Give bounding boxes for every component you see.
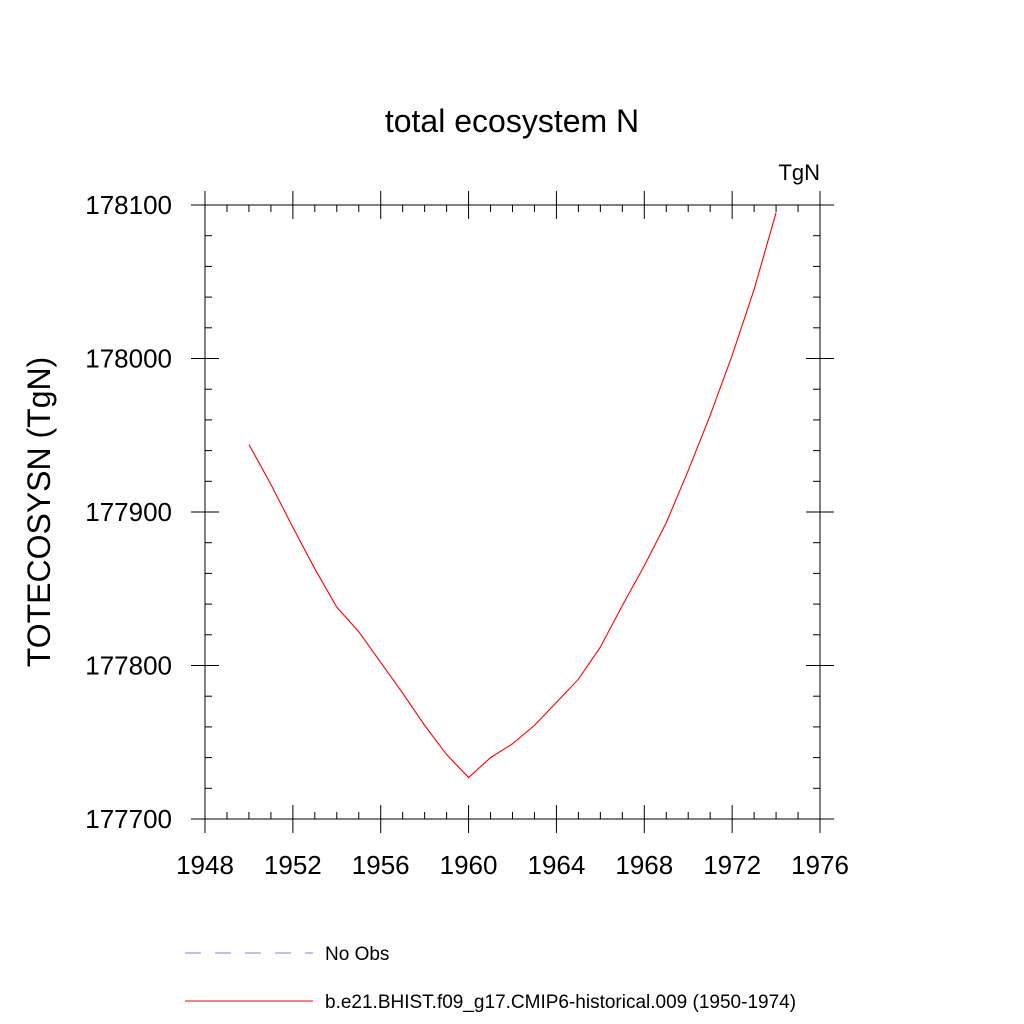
y-tick-label: 177900 bbox=[85, 497, 172, 527]
plot-frame bbox=[204, 204, 821, 820]
y-tick-label: 177700 bbox=[85, 804, 172, 834]
series-group bbox=[248, 212, 777, 779]
x-tick-label: 1956 bbox=[352, 850, 410, 880]
x-tick-label: 1964 bbox=[528, 850, 586, 880]
x-tick-label: 1976 bbox=[791, 850, 849, 880]
x-tick-label: 1972 bbox=[703, 850, 761, 880]
legend-label-historical: b.e21.BHIST.f09_g17.CMIP6-historical.009… bbox=[325, 992, 796, 1013]
y-axis-label: TOTECOSYSN (TgN) bbox=[21, 357, 57, 668]
x-tick-label: 1952 bbox=[264, 850, 322, 880]
y-tick-label: 178000 bbox=[85, 344, 172, 374]
x-tick-label: 1948 bbox=[176, 850, 234, 880]
y-tick-labels: 177700 177800 177900 178000 178100 bbox=[85, 190, 172, 834]
x-tick-label: 1960 bbox=[440, 850, 498, 880]
legend: No Obs b.e21.BHIST.f09_g17.CMIP6-histori… bbox=[185, 944, 796, 1013]
series-line bbox=[248, 212, 777, 779]
x-tick-label: 1968 bbox=[615, 850, 673, 880]
major-ticks bbox=[191, 191, 834, 833]
chart-title: total ecosystem N bbox=[385, 103, 639, 139]
legend-label-no-obs: No Obs bbox=[325, 944, 389, 965]
minor-ticks bbox=[205, 205, 820, 819]
x-tick-labels: 1948 1952 1956 1960 1964 1968 1972 1976 bbox=[176, 850, 849, 880]
y-tick-label: 178100 bbox=[85, 190, 172, 220]
units-label: TgN bbox=[778, 160, 820, 185]
y-tick-label: 177800 bbox=[85, 651, 172, 681]
